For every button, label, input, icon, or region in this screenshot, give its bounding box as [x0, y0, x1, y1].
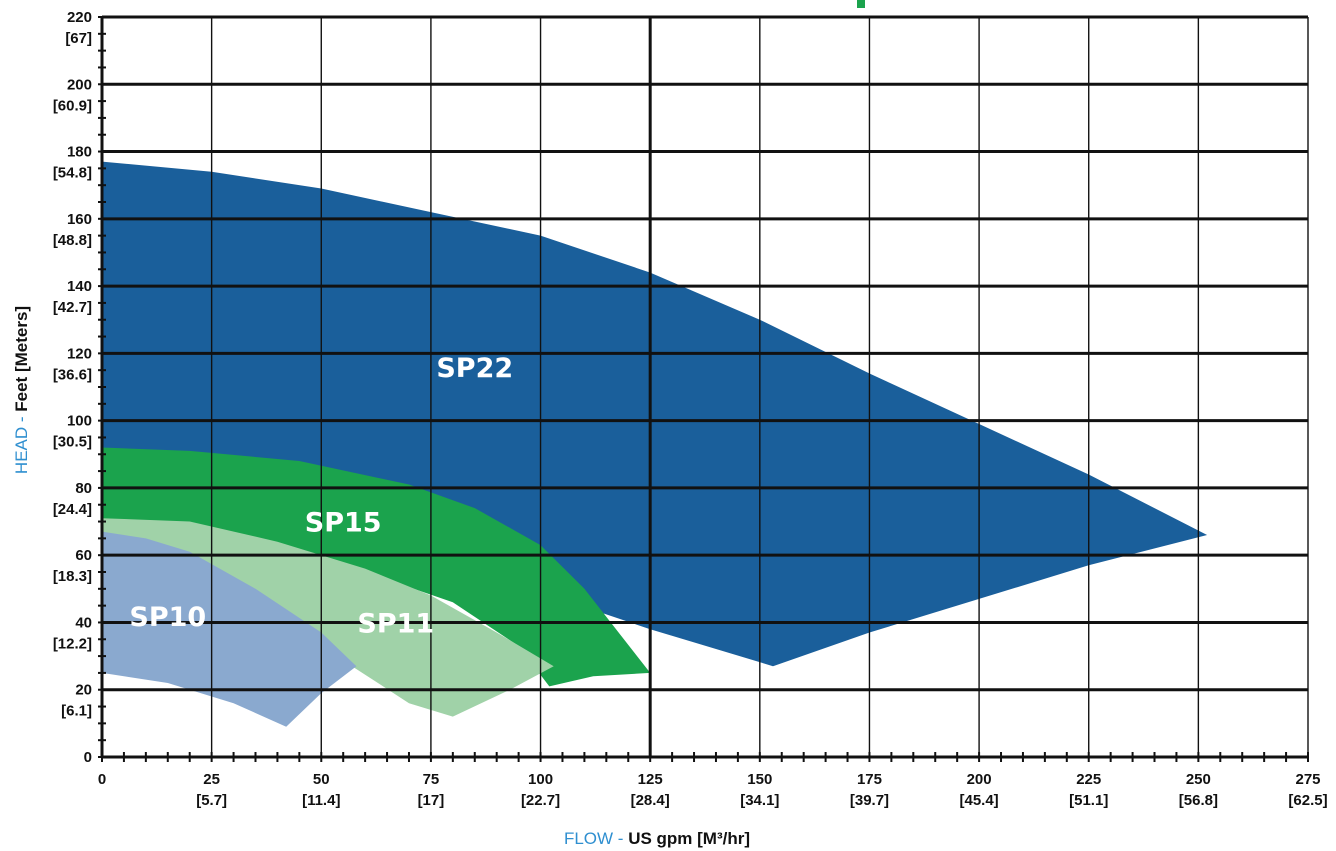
x-tick-label: 200: [967, 771, 992, 788]
x-tick-label: 250: [1186, 771, 1211, 788]
series-label-sp15: SP15: [305, 508, 382, 539]
x-tick-sublabel: [22.7]: [521, 792, 560, 809]
y-tick-sublabel: [54.8]: [53, 165, 92, 182]
x-tick-label: 100: [528, 771, 553, 788]
y-tick-label: 0: [84, 749, 92, 766]
y-tick-sublabel: [24.4]: [53, 501, 92, 518]
x-tick-label: 0: [98, 771, 106, 788]
x-tick-sublabel: [17]: [418, 792, 445, 809]
x-tick-sublabel: [56.8]: [1179, 792, 1218, 809]
x-tick-sublabel: [11.4]: [302, 792, 340, 809]
y-tick-sublabel: [30.5]: [53, 434, 92, 451]
y-tick-label: 80: [75, 480, 92, 497]
x-tick-sublabel: [62.5]: [1288, 792, 1327, 809]
x-tick-sublabel: [45.4]: [959, 792, 998, 809]
x-tick-label: 225: [1076, 771, 1101, 788]
y-tick-sublabel: [36.6]: [53, 366, 92, 383]
axis-layer: [98, 16, 1309, 762]
y-tick-label: 180: [67, 144, 92, 161]
x-tick-label: 150: [747, 771, 772, 788]
y-tick-sublabel: [6.1]: [61, 703, 92, 720]
x-tick-label: 275: [1295, 771, 1320, 788]
x-tick-sublabel: [39.7]: [850, 792, 889, 809]
y-tick-sublabel: [12.2]: [53, 635, 92, 652]
x-tick-label: 125: [638, 771, 663, 788]
y-tick-sublabel: [67]: [65, 30, 92, 47]
y-tick-label: 140: [67, 278, 92, 295]
stray-mark: [857, 0, 865, 8]
y-tick-label: 60: [75, 547, 92, 564]
y-tick-label: 160: [67, 211, 92, 228]
series-area-sp22: [102, 161, 1208, 667]
x-tick-label: 50: [313, 771, 330, 788]
y-tick-sublabel: [60.9]: [53, 97, 92, 114]
label-layer: 0 25 [5.7] 50 [11.4] 75 [17] 100 [22.7] 125 [28.4]…: [53, 9, 1328, 809]
x-tick-sublabel: [34.1]: [740, 792, 779, 809]
series-layer: [102, 161, 1208, 727]
series-area-sp10: [102, 531, 357, 727]
y-tick-sublabel: [18.3]: [53, 568, 92, 585]
y-tick-label: 40: [75, 614, 92, 631]
x-tick-sublabel: [5.7]: [196, 792, 227, 809]
x-axis-title: FLOW - US gpm [M³/hr]: [564, 829, 750, 848]
x-tick-sublabel: [28.4]: [631, 792, 670, 809]
series-label-sp10: SP10: [129, 602, 206, 633]
y-axis-title: HEAD - Feet [Meters]: [12, 306, 31, 474]
y-tick-label: 220: [67, 9, 92, 26]
series-label-sp11: SP11: [357, 609, 434, 640]
y-tick-sublabel: [42.7]: [53, 299, 92, 316]
x-tick-sublabel: [51.1]: [1069, 792, 1108, 809]
x-tick-label: 75: [423, 771, 440, 788]
y-tick-sublabel: [48.8]: [53, 232, 92, 249]
y-tick-label: 120: [67, 345, 92, 362]
x-tick-label: 175: [857, 771, 882, 788]
series-area-sp15: [102, 447, 651, 687]
x-tick-label: 25: [203, 771, 220, 788]
y-tick-label: 200: [67, 76, 92, 93]
grid-layer: [102, 15, 1309, 757]
series-label-sp22: SP22: [436, 353, 513, 384]
y-tick-label: 20: [75, 682, 92, 699]
y-tick-label: 100: [67, 413, 92, 430]
